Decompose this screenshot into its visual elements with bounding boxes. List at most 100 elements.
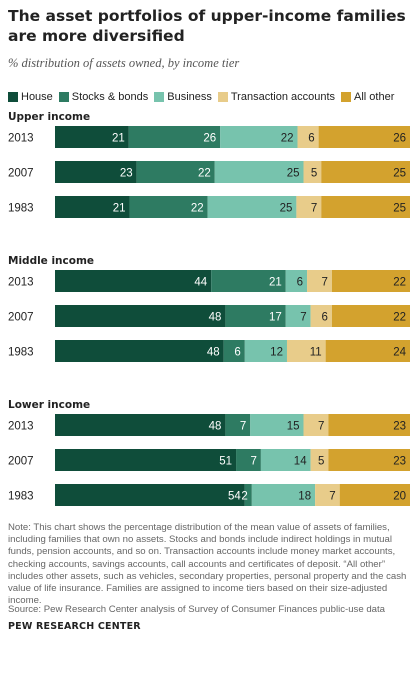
- data-label: 6: [308, 133, 314, 145]
- data-label: 23: [120, 168, 133, 180]
- bar-segment: [321, 196, 410, 218]
- legend-label: All other: [354, 91, 395, 103]
- year-label: 1983: [8, 491, 34, 503]
- data-label: 24: [393, 347, 406, 359]
- bar-segment: [286, 340, 326, 362]
- legend-swatch: [58, 92, 69, 102]
- group-label: Middle income: [8, 255, 94, 267]
- legend-item: All other: [341, 91, 394, 103]
- bar-segment: [310, 449, 329, 471]
- bar-segment: [339, 484, 410, 506]
- data-label: 22: [393, 312, 406, 324]
- data-label: 23: [393, 421, 406, 433]
- bar-segment: [211, 270, 286, 292]
- year-label: 2007: [8, 456, 34, 468]
- bar-segment: [214, 161, 304, 183]
- bar-segment: [303, 161, 322, 183]
- bar-segment: [260, 449, 311, 471]
- chart-subtitle: % distribution of assets owned, by incom…: [8, 56, 240, 70]
- chart-legend: House Stocks & bonds Business Transaction a…: [8, 90, 394, 104]
- year-label: 2013: [8, 133, 34, 145]
- data-label: 23: [393, 456, 406, 468]
- bar-segment: [225, 414, 251, 436]
- data-label: 7: [240, 421, 246, 433]
- brand-logo: PEW RESEARCH CENTER: [8, 621, 141, 632]
- bar-segment: [328, 414, 410, 436]
- bar-segment: [225, 305, 286, 327]
- data-label: 5: [311, 168, 317, 180]
- data-label: 25: [393, 168, 406, 180]
- data-label: 6: [234, 347, 240, 359]
- bar-segment: [285, 270, 308, 292]
- bar-segment: [129, 196, 208, 218]
- legend-label: Business: [167, 91, 212, 103]
- data-label: 6: [297, 277, 303, 289]
- data-label: 7: [329, 491, 335, 503]
- data-label: 26: [203, 133, 216, 145]
- bar-segment: [297, 126, 319, 148]
- data-label: 7: [318, 421, 324, 433]
- data-label: 51: [219, 456, 232, 468]
- legend-item: Stocks & bonds: [58, 91, 149, 103]
- year-label: 2007: [8, 312, 34, 324]
- year-label: 2013: [8, 277, 34, 289]
- data-label: 21: [113, 203, 126, 215]
- bar-segment: [321, 161, 410, 183]
- group-label: Lower income: [8, 399, 90, 411]
- data-label: 7: [321, 277, 327, 289]
- legend-label: Stocks & bonds: [71, 91, 149, 103]
- data-label: 54: [228, 491, 241, 503]
- legend-swatch: [341, 92, 352, 102]
- bar-segment: [207, 196, 297, 218]
- legend-item: House: [8, 91, 53, 103]
- data-label: 7: [300, 312, 306, 324]
- year-label: 2007: [8, 168, 34, 180]
- year-label: 1983: [8, 347, 34, 359]
- data-label: 14: [294, 456, 307, 468]
- bar-segment: [55, 484, 245, 506]
- bar-segment: [55, 414, 226, 436]
- bar-segment: [55, 449, 237, 471]
- bar-segment: [220, 126, 298, 148]
- chart-note: Note: This chart shows the percentage di…: [8, 522, 407, 607]
- bar-segment: [55, 126, 129, 148]
- legend-swatch: [8, 92, 18, 102]
- bar-segment: [310, 305, 332, 327]
- bar-segment: [55, 161, 137, 183]
- year-label: 2013: [8, 421, 34, 433]
- bar-segment: [251, 484, 316, 506]
- data-label: 26: [393, 133, 406, 145]
- bar-segment: [315, 484, 340, 506]
- data-label: 2: [241, 491, 247, 503]
- year-label: 1983: [8, 203, 34, 215]
- chart-title: The asset portfolios of upper-income fam…: [8, 7, 406, 45]
- bar-segment: [285, 305, 311, 327]
- legend-swatch: [217, 92, 228, 102]
- data-label: 48: [207, 347, 220, 359]
- data-label: 7: [250, 456, 256, 468]
- bar-segment: [236, 449, 261, 471]
- data-label: 25: [393, 203, 406, 215]
- legend-item: Transaction accounts: [217, 91, 335, 103]
- chart-source: Source: Pew Research Center analysis of …: [8, 604, 386, 615]
- group-label: Upper income: [8, 111, 90, 123]
- data-label: 22: [191, 203, 204, 215]
- bar-segment: [331, 305, 410, 327]
- bar-segment: [325, 340, 410, 362]
- data-label: 18: [298, 491, 311, 503]
- data-label: 12: [270, 347, 283, 359]
- bar-segment: [136, 161, 215, 183]
- data-label: 17: [269, 312, 282, 324]
- bar-segment: [303, 414, 329, 436]
- bar-segment: [318, 126, 410, 148]
- data-label: 44: [194, 277, 207, 289]
- bar-segment: [223, 340, 245, 362]
- bar-segment: [296, 196, 322, 218]
- data-label: 6: [321, 312, 327, 324]
- bar-segment: [244, 340, 287, 362]
- data-label: 48: [209, 421, 222, 433]
- data-label: 22: [281, 133, 294, 145]
- data-label: 5: [318, 456, 324, 468]
- bar-segment: [250, 414, 304, 436]
